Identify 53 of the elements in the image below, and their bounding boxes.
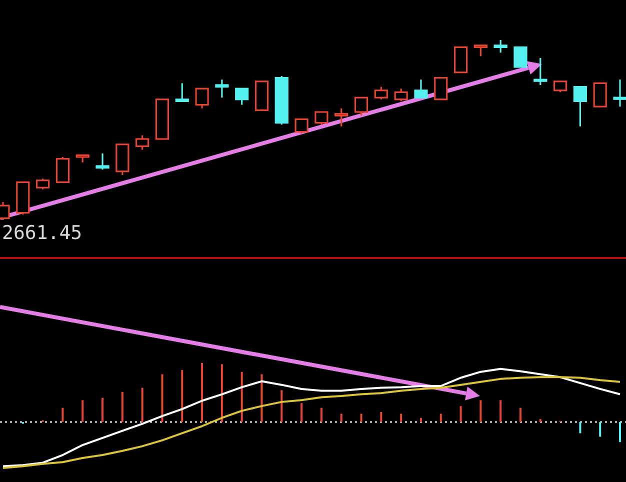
candlestick <box>474 44 488 57</box>
bar <box>500 400 502 422</box>
candlestick <box>175 82 189 102</box>
bar <box>320 408 322 422</box>
candlestick <box>593 82 607 108</box>
bar <box>181 370 184 422</box>
bar <box>480 400 482 422</box>
bar <box>619 422 621 442</box>
bar <box>220 364 223 422</box>
bar <box>82 400 84 422</box>
candlestick <box>56 156 70 183</box>
candlestick <box>36 178 50 190</box>
bar <box>380 412 382 422</box>
bar <box>201 363 204 422</box>
candlestick <box>534 57 548 86</box>
candlestick <box>494 39 508 54</box>
candlestick <box>215 78 229 98</box>
bar <box>161 374 164 422</box>
candlestick <box>195 88 209 110</box>
bar <box>360 414 362 422</box>
candlestick <box>294 118 308 134</box>
candlestick <box>434 77 448 100</box>
candlestick <box>553 80 568 93</box>
bar <box>260 374 263 422</box>
bar <box>539 419 542 422</box>
candlestick <box>136 134 150 151</box>
bar <box>340 414 342 422</box>
candlestick <box>414 78 428 98</box>
bar <box>102 398 104 422</box>
bar <box>440 414 442 422</box>
candlestick <box>394 88 408 102</box>
bar <box>141 388 144 422</box>
bar <box>62 408 64 422</box>
bar <box>599 422 602 437</box>
candlestick <box>96 152 110 170</box>
candlestick <box>354 96 368 116</box>
candlestick <box>235 88 249 106</box>
text: 2661.45 <box>2 222 82 244</box>
bar <box>280 390 283 422</box>
candlestick <box>514 46 528 68</box>
bar <box>121 392 124 422</box>
bar <box>240 372 243 422</box>
candlestick <box>334 108 348 128</box>
candlestick <box>314 111 328 126</box>
bar <box>400 414 402 422</box>
candlestick <box>613 78 626 108</box>
candlestick <box>573 86 587 128</box>
bar <box>519 408 522 422</box>
bar <box>460 406 462 422</box>
bar <box>300 403 303 422</box>
candlestick <box>374 86 388 100</box>
bar <box>579 422 582 434</box>
bar <box>420 418 422 422</box>
